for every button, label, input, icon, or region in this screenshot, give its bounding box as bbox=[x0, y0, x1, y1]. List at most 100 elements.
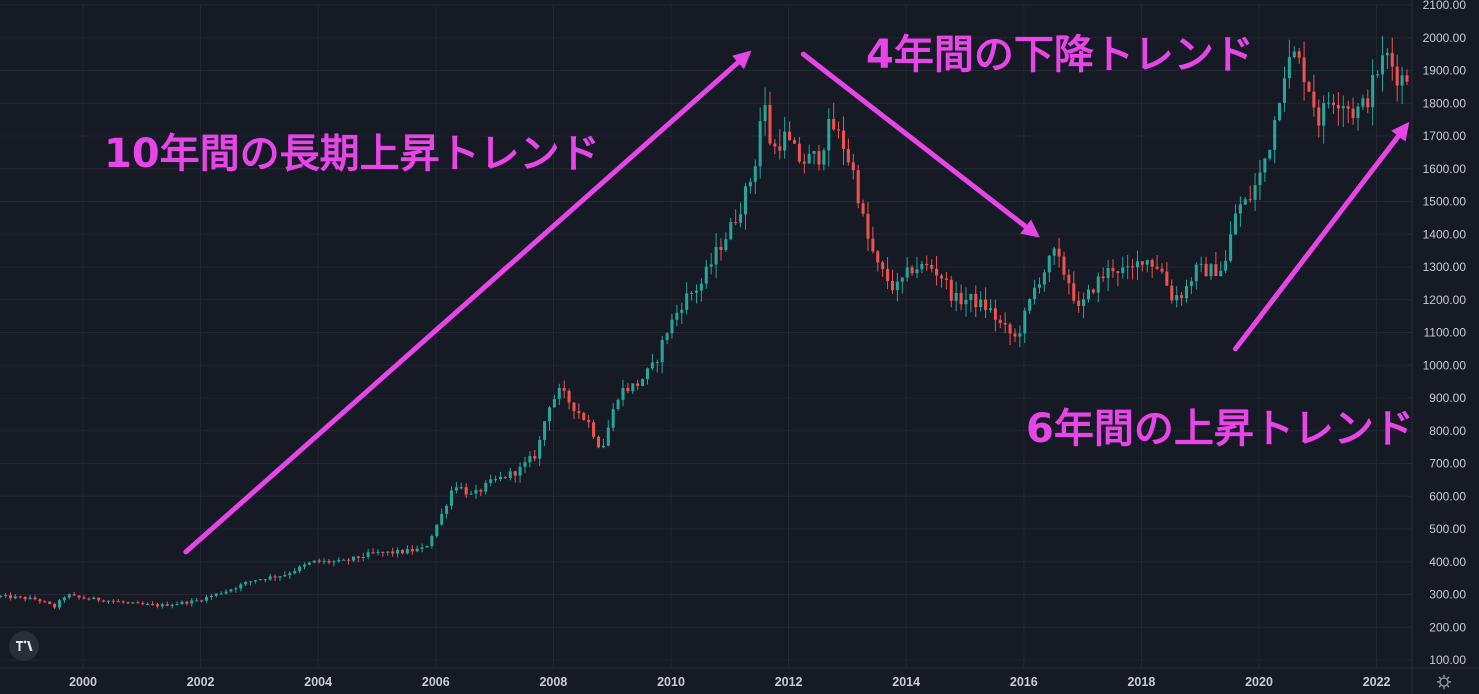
candle-down bbox=[792, 140, 796, 144]
candle-down bbox=[53, 603, 57, 608]
candle-up bbox=[954, 293, 958, 301]
candle-up bbox=[1086, 289, 1090, 300]
candle-up bbox=[1273, 120, 1277, 150]
trend-up-10y-label: 10年間の長期上昇トレンド bbox=[104, 131, 600, 177]
candle-up bbox=[1282, 78, 1286, 103]
candle-down bbox=[890, 280, 894, 291]
candle-up bbox=[195, 600, 199, 602]
candle-up bbox=[293, 571, 297, 574]
candle-down bbox=[1008, 324, 1012, 334]
candle-up bbox=[979, 299, 983, 308]
candle-down bbox=[1131, 266, 1135, 268]
candle-up bbox=[645, 368, 649, 380]
candle-down bbox=[1248, 199, 1252, 201]
candle-up bbox=[106, 600, 110, 602]
y-tick-label: 400.00 bbox=[1429, 555, 1466, 569]
candle-up bbox=[827, 118, 831, 151]
candle-down bbox=[126, 602, 130, 604]
candle-down bbox=[503, 476, 507, 478]
candle-up bbox=[969, 293, 973, 301]
candle-up bbox=[631, 383, 635, 392]
candle-up bbox=[1356, 106, 1360, 118]
candle-down bbox=[797, 143, 801, 162]
candle-up bbox=[1278, 102, 1282, 121]
candle-up bbox=[1018, 333, 1022, 337]
candle-up bbox=[694, 290, 698, 293]
trend-down-4y-arrow bbox=[800, 51, 1040, 238]
candle-up bbox=[822, 150, 826, 165]
candle-down bbox=[817, 151, 821, 165]
candle-down bbox=[993, 308, 997, 320]
candle-down bbox=[141, 603, 145, 605]
candle-down bbox=[910, 267, 914, 274]
candle-down bbox=[391, 551, 395, 554]
candle-down bbox=[72, 594, 76, 596]
candle-down bbox=[155, 604, 159, 607]
gear-icon[interactable] bbox=[1436, 674, 1452, 690]
candle-up bbox=[224, 591, 228, 594]
candle-up bbox=[1042, 272, 1046, 285]
candle-up bbox=[1327, 102, 1331, 104]
candle-down bbox=[871, 238, 875, 252]
candle-up bbox=[743, 186, 747, 215]
candle-up bbox=[131, 602, 135, 604]
candle-down bbox=[1297, 51, 1301, 58]
candle-up bbox=[655, 362, 659, 364]
candle-down bbox=[984, 299, 988, 311]
candle-up bbox=[680, 309, 684, 313]
candle-down bbox=[410, 549, 414, 552]
candle-up bbox=[1268, 149, 1272, 159]
candle-up bbox=[523, 462, 527, 467]
candle-up bbox=[543, 421, 547, 440]
candle-up bbox=[366, 552, 370, 558]
candle-up bbox=[342, 559, 346, 561]
candle-down bbox=[1013, 333, 1017, 337]
candle-down bbox=[577, 411, 581, 414]
candle-up bbox=[1292, 51, 1296, 58]
candle-up bbox=[1258, 172, 1262, 186]
candle-up bbox=[650, 362, 654, 369]
candle-up bbox=[1126, 266, 1130, 268]
candle-down bbox=[464, 487, 468, 495]
x-tick-label: 2022 bbox=[1363, 675, 1391, 689]
candle-up bbox=[180, 601, 184, 604]
candle-up bbox=[1052, 248, 1056, 256]
candle-up bbox=[758, 121, 762, 167]
candle-down bbox=[788, 131, 792, 141]
x-tick-label: 2014 bbox=[892, 675, 920, 689]
candle-up bbox=[729, 222, 733, 240]
candle-up bbox=[1219, 270, 1223, 276]
candle-down bbox=[1317, 107, 1321, 126]
candle-up bbox=[420, 547, 424, 549]
candle-up bbox=[557, 388, 561, 399]
y-tick-label: 800.00 bbox=[1429, 424, 1466, 438]
candle-up bbox=[616, 399, 620, 410]
candle-up bbox=[234, 588, 238, 590]
candle-down bbox=[866, 213, 870, 239]
candle-up bbox=[690, 292, 694, 294]
candle-up bbox=[753, 166, 757, 182]
candle-down bbox=[97, 597, 101, 601]
candle-up bbox=[709, 264, 713, 267]
candle-up bbox=[146, 603, 150, 605]
candle-up bbox=[405, 549, 409, 554]
candle-up bbox=[724, 239, 728, 250]
candle-up bbox=[244, 582, 248, 585]
candle-down bbox=[43, 601, 47, 603]
candle-up bbox=[469, 493, 473, 495]
candle-up bbox=[1121, 267, 1125, 273]
candle-up bbox=[518, 466, 522, 476]
candle-down bbox=[1390, 52, 1394, 67]
x-tick-label: 2004 bbox=[304, 675, 332, 689]
tradingview-logo-icon[interactable] bbox=[9, 631, 39, 661]
candle-down bbox=[513, 471, 517, 476]
candle-down bbox=[1395, 66, 1399, 86]
candle-up bbox=[489, 479, 493, 483]
candle-up bbox=[190, 600, 194, 604]
candle-up bbox=[175, 603, 179, 605]
candle-up bbox=[494, 479, 498, 481]
candle-up bbox=[641, 379, 645, 386]
candle-up bbox=[621, 387, 625, 400]
candle-up bbox=[253, 580, 257, 582]
